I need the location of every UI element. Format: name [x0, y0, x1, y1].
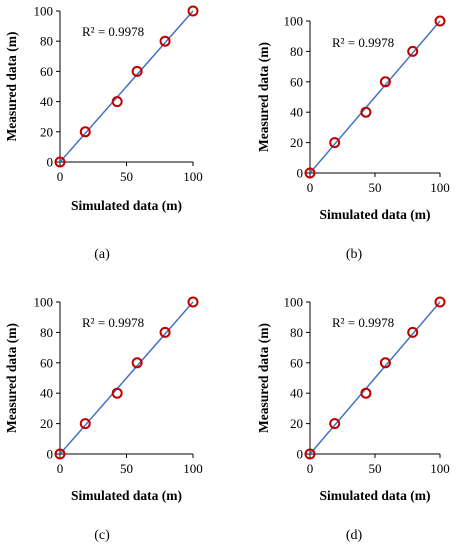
panel-caption: (a) — [94, 247, 110, 262]
data-point — [304, 167, 316, 179]
r-squared-annotation: R² = 0.9978 — [332, 315, 394, 330]
data-point — [434, 15, 446, 27]
x-tick-label: 50 — [369, 461, 382, 476]
data-point — [111, 96, 123, 108]
data-point — [111, 387, 123, 399]
y-tick-label: 40 — [40, 386, 53, 401]
y-tick-label: 20 — [290, 416, 303, 431]
x-tick-label: 100 — [430, 461, 450, 476]
data-point — [159, 326, 171, 338]
chart-panel-d: 0 20 40 60 80 100 0 50 100 R² = 0.9978 Simulated d… — [228, 275, 456, 550]
x-tick-label: 0 — [57, 169, 64, 184]
data-point — [187, 5, 199, 17]
data-point — [131, 357, 143, 369]
chart-panel-b: 0 20 40 60 80 100 0 50 100 R² = 0.9978 Simulated d… — [228, 0, 456, 275]
x-tick-label: 100 — [183, 461, 203, 476]
data-point — [54, 448, 66, 460]
x-tick-label: 0 — [307, 180, 314, 195]
panel-caption: (d) — [345, 528, 363, 543]
x-axis-title: Simulated data (m) — [320, 488, 431, 503]
x-axis-title: Simulated data (m) — [71, 488, 182, 503]
data-point — [131, 65, 143, 77]
y-axis-title: Measured data (m) — [4, 323, 19, 433]
y-tick-label: 100 — [34, 295, 54, 310]
y-tick-label: 80 — [290, 44, 303, 59]
panel-caption: (b) — [345, 247, 363, 262]
data-point — [329, 418, 341, 430]
y-tick-label: 80 — [40, 34, 53, 49]
data-point — [79, 418, 91, 430]
x-tick-label: 0 — [57, 461, 64, 476]
fit-line — [59, 301, 194, 455]
chart-svg: 0 20 40 60 80 100 0 50 100 R² = 0.9978 Simulated d… — [256, 295, 450, 504]
x-tick-label: 100 — [183, 169, 203, 184]
y-tick-label: 100 — [284, 14, 304, 29]
y-tick-label: 60 — [40, 64, 53, 79]
y-tick-label: 80 — [290, 325, 303, 340]
y-tick-label: 40 — [290, 105, 303, 120]
chart-panel-a: 0 20 40 60 80 100 0 50 100 R² = 0.9978 Simulated d… — [0, 0, 228, 275]
data-point — [379, 357, 391, 369]
y-tick-label: 80 — [40, 325, 53, 340]
y-tick-label: 40 — [40, 94, 53, 109]
data-point — [304, 448, 316, 460]
x-axis-title: Simulated data (m) — [71, 198, 182, 213]
x-axis-title: Simulated data (m) — [320, 207, 431, 222]
y-tick-label: 20 — [290, 135, 303, 150]
y-tick-label: 0 — [47, 155, 54, 170]
y-tick-label: 40 — [290, 386, 303, 401]
chart-panel-c: 0 20 40 60 80 100 0 50 100 R² = 0.9978 Simulated d… — [0, 275, 228, 550]
data-point — [407, 45, 419, 57]
fit-line — [59, 10, 194, 163]
chart-svg: 0 20 40 60 80 100 0 50 100 R² = 0.9978 Simulated d… — [4, 4, 203, 214]
y-tick-label: 60 — [290, 355, 303, 370]
chart-svg: 0 20 40 60 80 100 0 50 100 R² = 0.9978 Simulated d… — [256, 14, 450, 223]
fit-line — [309, 301, 441, 455]
y-tick-label: 0 — [297, 166, 304, 181]
y-tick-label: 0 — [47, 447, 54, 462]
r-squared-annotation: R² = 0.9978 — [82, 315, 144, 330]
x-tick-label: 100 — [430, 180, 450, 195]
y-tick-label: 0 — [297, 447, 304, 462]
y-tick-label: 100 — [34, 4, 54, 19]
y-tick-label: 60 — [290, 74, 303, 89]
fit-line — [309, 20, 441, 174]
data-point — [79, 126, 91, 138]
x-tick-label: 50 — [120, 169, 133, 184]
data-point — [187, 296, 199, 308]
x-tick-label: 50 — [120, 461, 133, 476]
data-point — [360, 106, 372, 118]
chart-svg: 0 20 40 60 80 100 0 50 100 R² = 0.9978 Simulated d… — [4, 295, 203, 504]
x-tick-label: 0 — [307, 461, 314, 476]
data-point — [54, 156, 66, 168]
data-point — [407, 326, 419, 338]
y-tick-label: 20 — [40, 124, 53, 139]
y-axis-title: Measured data (m) — [256, 42, 271, 152]
y-axis-title: Measured data (m) — [4, 32, 19, 142]
data-point — [159, 35, 171, 47]
y-axis-title: Measured data (m) — [256, 323, 271, 433]
r-squared-annotation: R² = 0.9978 — [332, 35, 394, 50]
y-tick-label: 20 — [40, 416, 53, 431]
data-point — [360, 387, 372, 399]
panel-caption: (c) — [94, 528, 110, 543]
y-tick-label: 100 — [284, 295, 304, 310]
data-point — [434, 296, 446, 308]
data-point — [329, 137, 341, 149]
data-point — [379, 76, 391, 88]
r-squared-annotation: R² = 0.9978 — [82, 24, 144, 39]
x-tick-label: 50 — [369, 180, 382, 195]
y-tick-label: 60 — [40, 355, 53, 370]
